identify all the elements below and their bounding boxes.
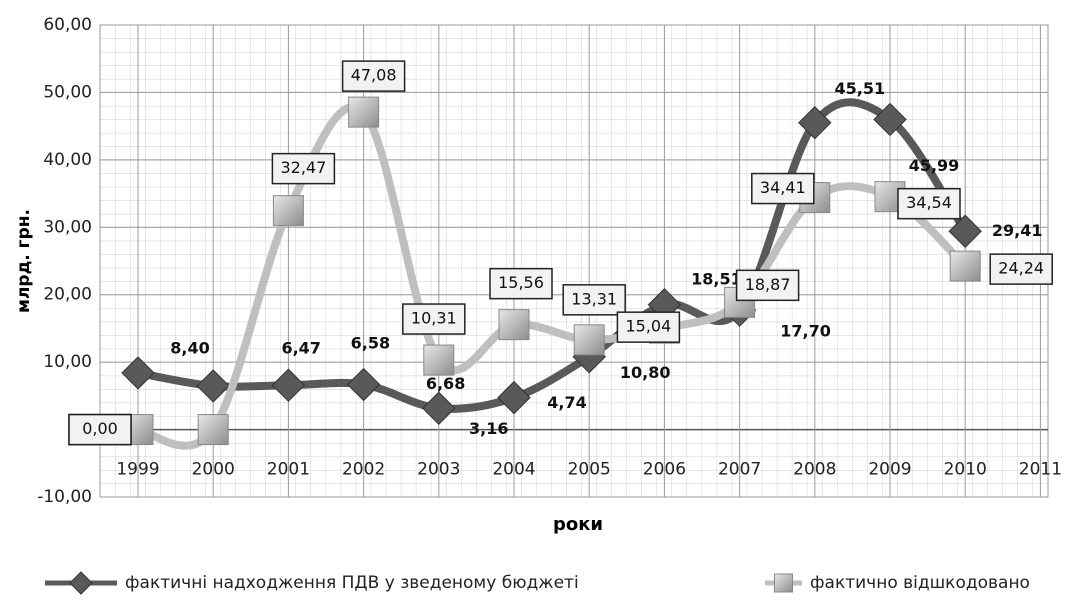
x-axis-label: роки — [553, 514, 603, 535]
data-label-box — [68, 413, 132, 446]
y-tick-label: 40,00 — [43, 150, 92, 170]
data-label: 18,51 — [691, 269, 742, 288]
x-tick-label: 2006 — [643, 460, 686, 480]
data-label: 10,31 — [411, 309, 457, 328]
data-label: 6,68 — [426, 374, 465, 393]
x-tick-label: 2003 — [417, 460, 460, 480]
data-label-box — [616, 311, 681, 343]
y-tick-label: 30,00 — [43, 217, 92, 237]
data-label: 4,74 — [547, 393, 586, 412]
y-tick-label: 60,00 — [43, 15, 92, 35]
legend-marker — [774, 573, 793, 593]
marker-square — [272, 195, 304, 227]
marker-diamond — [346, 367, 381, 402]
data-label-box — [735, 269, 800, 302]
x-tick-label: 2011 — [1019, 460, 1062, 480]
data-label: 3,16 — [469, 419, 508, 438]
legend-label: фактичні надходження ПДВ у зведеному бюд… — [125, 573, 579, 593]
marker-diamond — [948, 214, 982, 248]
marker-diamond — [271, 368, 306, 402]
x-tick-label: 2002 — [342, 460, 385, 480]
data-label: 24,24 — [998, 259, 1044, 278]
marker-diamond — [196, 369, 230, 403]
y-tick-label: -10,00 — [37, 487, 92, 507]
data-label: 6,47 — [281, 338, 320, 357]
data-label-box — [489, 267, 553, 300]
x-tick-label: 1999 — [116, 460, 159, 480]
data-label: 8,40 — [170, 338, 209, 357]
x-tick-label: 2008 — [793, 460, 836, 480]
data-label-box — [989, 253, 1053, 285]
data-label-box — [897, 187, 961, 220]
data-label: 32,47 — [280, 158, 326, 177]
y-tick-label: 50,00 — [43, 82, 92, 102]
x-tick-label: 2004 — [492, 460, 535, 480]
y-tick-label: 20,00 — [43, 285, 92, 305]
x-tick-label: 2005 — [568, 460, 611, 480]
marker-square — [423, 344, 455, 376]
data-label-box — [402, 303, 466, 335]
data-label: 0,00 — [82, 419, 118, 438]
legend-marker — [69, 571, 93, 595]
data-label: 18,87 — [745, 275, 791, 294]
data-label: 29,41 — [992, 221, 1043, 240]
data-label: 6,58 — [351, 334, 390, 353]
data-label: 10,80 — [620, 363, 671, 382]
data-label: 45,51 — [834, 79, 885, 98]
marker-square — [949, 250, 981, 282]
data-label: 17,70 — [780, 322, 831, 341]
marker-diamond — [497, 380, 531, 415]
x-tick-label: 2000 — [192, 460, 235, 480]
data-label: 47,08 — [351, 66, 397, 85]
data-label-box — [751, 172, 815, 205]
x-tick-label: 2010 — [944, 460, 987, 480]
marker-square — [197, 414, 229, 446]
marker-diamond — [798, 105, 832, 140]
marker-diamond — [873, 102, 907, 137]
plot-area — [99, 24, 1049, 498]
y-axis-label: млрд. грн. — [14, 209, 34, 313]
data-label: 13,31 — [571, 289, 617, 308]
data-label: 45,99 — [909, 156, 960, 175]
marker-square — [348, 96, 380, 128]
data-label: 15,56 — [498, 273, 544, 292]
x-tick-label: 2007 — [718, 460, 761, 480]
marker-square — [573, 324, 605, 356]
marker-diamond — [422, 391, 456, 425]
data-label-box — [562, 284, 626, 316]
data-label: 34,54 — [906, 193, 952, 212]
y-tick-label: 10,00 — [43, 352, 92, 372]
x-tick-label: 2009 — [868, 460, 911, 480]
legend-label: фактично відшкодовано — [810, 573, 1030, 593]
data-label-box — [271, 152, 336, 185]
data-label-box — [341, 60, 406, 92]
data-label: 15,04 — [625, 317, 671, 336]
x-tick-label: 2001 — [267, 460, 310, 480]
marker-diamond — [121, 356, 155, 390]
data-label: 34,41 — [760, 178, 806, 197]
marker-square — [498, 309, 530, 341]
